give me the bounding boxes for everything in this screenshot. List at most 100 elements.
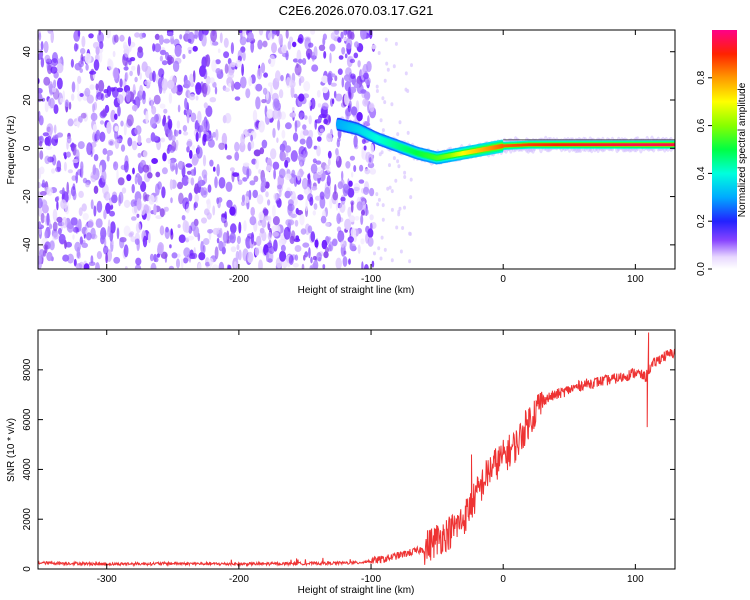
- snr-xtick-label: 100: [627, 574, 644, 585]
- noise-blob: [56, 216, 63, 223]
- noise-blob: [194, 194, 200, 203]
- noise-blob: [134, 32, 141, 38]
- noise-blob: [202, 134, 207, 147]
- spectrogram-ytick-label: -40: [22, 237, 33, 252]
- noise-blob: [369, 102, 375, 113]
- noise-blob: [114, 125, 119, 132]
- noise-blob: [50, 31, 54, 43]
- noise-blob: [129, 70, 133, 77]
- noise-blob: [255, 83, 263, 92]
- noise-blob: [217, 48, 221, 54]
- noise-blob: [205, 54, 211, 67]
- noise-blob: [312, 255, 317, 261]
- noise-blob: [329, 52, 332, 64]
- noise-blob: [390, 189, 394, 194]
- noise-blob: [343, 30, 348, 36]
- noise-blob: [182, 197, 190, 210]
- noise-blob: [68, 101, 72, 110]
- noise-blob: [169, 56, 175, 64]
- noise-blob: [53, 124, 57, 134]
- colorbar-tick-label: 0.6: [696, 118, 707, 132]
- noise-blob: [230, 223, 237, 234]
- noise-blob: [197, 262, 202, 269]
- noise-blob: [105, 252, 108, 264]
- noise-blob: [394, 41, 398, 46]
- noise-blob: [377, 51, 381, 55]
- noise-blob: [256, 235, 262, 247]
- noise-blob: [331, 73, 336, 78]
- noise-blob: [52, 221, 58, 232]
- noise-blob: [233, 81, 241, 90]
- noise-blob: [401, 226, 405, 230]
- noise-blob: [216, 237, 220, 244]
- noise-blob: [38, 110, 41, 122]
- noise-blob: [104, 191, 111, 201]
- noise-blob: [131, 140, 138, 151]
- noise-blob: [164, 206, 169, 212]
- noise-blob: [356, 201, 363, 211]
- noise-blob: [102, 148, 108, 155]
- noise-blob: [144, 80, 152, 86]
- noise-blob: [314, 119, 318, 130]
- noise-blob: [298, 58, 303, 64]
- noise-blob: [151, 135, 159, 142]
- noise-blob: [52, 134, 59, 140]
- noise-blob: [396, 132, 400, 137]
- noise-blob: [71, 93, 75, 101]
- noise-blob: [368, 157, 372, 163]
- noise-blob: [335, 93, 343, 102]
- noise-blob: [276, 137, 279, 143]
- noise-blob: [131, 205, 139, 215]
- noise-blob: [259, 227, 265, 234]
- noise-blob: [360, 30, 367, 40]
- noise-blob: [106, 85, 112, 97]
- noise-blob: [191, 156, 199, 166]
- noise-blob: [183, 257, 189, 264]
- noise-blob: [162, 152, 167, 162]
- noise-blob: [258, 120, 265, 133]
- noise-blob: [119, 78, 123, 88]
- noise-blob: [256, 194, 264, 205]
- noise-blob: [258, 30, 264, 36]
- noise-blob: [192, 45, 198, 52]
- noise-blob: [250, 140, 255, 149]
- noise-blob: [392, 156, 396, 161]
- noise-blob: [307, 173, 311, 180]
- noise-blob: [357, 244, 361, 254]
- noise-blob: [182, 124, 188, 132]
- noise-blob: [245, 196, 250, 204]
- noise-blob: [247, 233, 254, 239]
- noise-blob: [388, 185, 392, 190]
- noise-blob: [176, 120, 181, 129]
- noise-blob: [227, 72, 235, 79]
- noise-blob: [46, 251, 53, 262]
- noise-blob: [198, 252, 206, 261]
- noise-blob: [77, 218, 82, 232]
- noise-blob: [296, 62, 299, 68]
- noise-blob: [159, 49, 167, 56]
- noise-blob: [224, 143, 228, 151]
- noise-blob: [367, 228, 374, 238]
- noise-blob: [187, 46, 193, 52]
- noise-blob: [330, 32, 335, 40]
- noise-blob: [137, 64, 141, 77]
- noise-blob: [183, 109, 187, 116]
- noise-blob: [347, 236, 354, 243]
- noise-blob: [195, 131, 199, 142]
- noise-blob: [117, 94, 124, 105]
- noise-blob: [48, 83, 54, 96]
- noise-blob: [364, 121, 368, 126]
- noise-blob: [331, 98, 335, 105]
- noise-blob: [360, 238, 365, 245]
- noise-blob: [114, 113, 118, 120]
- noise-blob: [73, 121, 81, 126]
- noise-blob: [248, 76, 253, 87]
- noise-blob: [191, 145, 195, 151]
- noise-blob: [112, 67, 120, 80]
- noise-blob: [230, 62, 236, 68]
- noise-blob: [111, 194, 118, 204]
- noise-blob: [196, 146, 203, 159]
- noise-blob: [197, 176, 203, 188]
- noise-blob: [285, 77, 291, 88]
- noise-blob: [104, 104, 110, 114]
